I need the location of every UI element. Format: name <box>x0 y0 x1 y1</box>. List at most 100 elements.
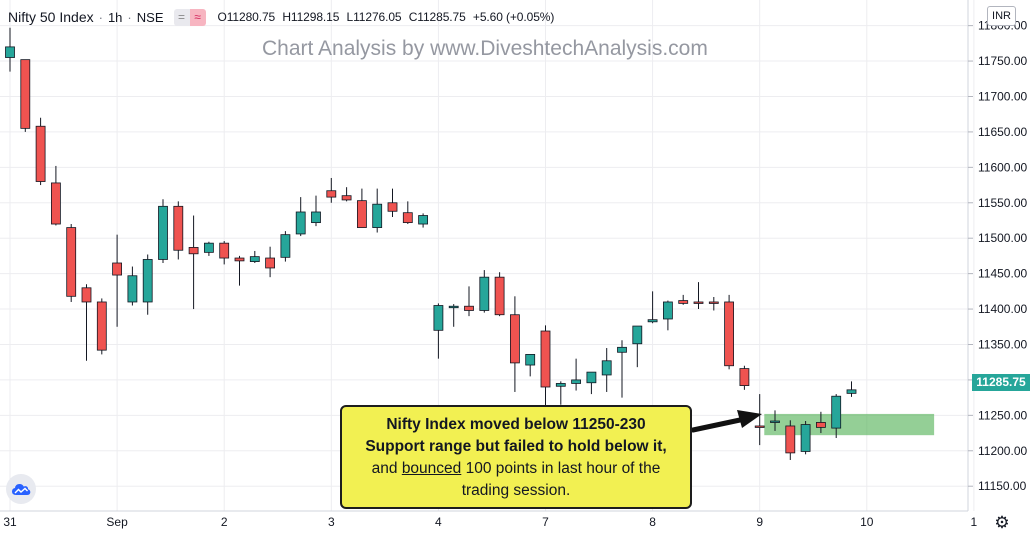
candle-body <box>265 257 276 269</box>
candle-body <box>479 276 490 311</box>
candle[interactable] <box>647 291 658 324</box>
candle-body <box>387 202 398 212</box>
candle[interactable] <box>173 201 184 260</box>
candle[interactable] <box>81 284 92 361</box>
candle-body <box>494 276 505 316</box>
exchange-label: NSE <box>136 9 164 25</box>
candle[interactable] <box>433 303 444 359</box>
candle[interactable] <box>51 165 61 226</box>
candle[interactable] <box>617 340 627 398</box>
candle[interactable] <box>494 272 505 317</box>
candle-body <box>66 227 77 297</box>
x-tick-label: 9 <box>756 515 763 529</box>
candle-body <box>326 190 337 198</box>
candle[interactable] <box>663 300 673 331</box>
y-tick-label: 11750.00 <box>978 54 1027 68</box>
separator-dot: · <box>98 9 103 25</box>
candle[interactable] <box>96 298 107 355</box>
candle-body <box>173 205 184 251</box>
candle[interactable] <box>219 241 230 265</box>
candle[interactable] <box>341 187 352 202</box>
candle-body <box>127 275 138 303</box>
candle[interactable] <box>402 201 413 225</box>
candle-body <box>693 301 704 304</box>
candle-body <box>234 257 245 262</box>
candle[interactable] <box>770 410 780 431</box>
annotation-callout[interactable]: Nifty Index moved below 11250-230 Suppor… <box>340 405 692 509</box>
candle[interactable] <box>66 224 77 302</box>
close-value: 11285.75 <box>417 10 466 24</box>
ohlc-values: O11280.75 H11298.15 L11276.05 C11285.75 … <box>218 10 559 24</box>
candle[interactable] <box>249 250 260 263</box>
candle-body <box>647 319 658 323</box>
candle-body <box>372 203 383 228</box>
candle[interactable] <box>5 27 15 72</box>
approx-icon[interactable]: ≈ <box>189 8 206 26</box>
candle[interactable] <box>464 286 474 317</box>
candle-body <box>770 420 780 423</box>
candle[interactable] <box>280 231 291 262</box>
candle[interactable] <box>708 297 719 311</box>
candle[interactable] <box>326 177 337 203</box>
equal-icon[interactable]: = <box>173 8 190 26</box>
candle[interactable] <box>739 365 750 390</box>
candle[interactable] <box>724 294 734 370</box>
candle[interactable] <box>816 411 826 434</box>
candle-body <box>617 346 627 353</box>
candle-body <box>356 200 367 228</box>
candle-body <box>586 371 597 384</box>
candle[interactable] <box>203 241 214 256</box>
candle[interactable] <box>754 394 765 446</box>
y-tick-label: 11500.00 <box>978 231 1027 245</box>
candle[interactable] <box>311 195 321 227</box>
candle[interactable] <box>387 188 398 217</box>
candle[interactable] <box>785 420 796 460</box>
candle[interactable] <box>35 117 46 186</box>
x-axis-ticks: 31 Sep 2 3 4 7 8 9 10 1 <box>3 515 977 529</box>
annotation-line-4: trading session. <box>461 482 571 499</box>
candle[interactable] <box>234 255 245 286</box>
candle[interactable] <box>479 270 490 313</box>
candle[interactable] <box>601 348 612 392</box>
candle-body <box>754 425 765 428</box>
candle[interactable] <box>693 282 704 310</box>
candle[interactable] <box>295 197 306 237</box>
annotation-line-3-suffix: 100 points in last hour of the <box>461 460 661 477</box>
candle[interactable] <box>127 266 138 306</box>
cloud-logo-icon[interactable] <box>6 474 36 504</box>
candle[interactable] <box>356 188 367 228</box>
candle[interactable] <box>555 381 566 405</box>
candle[interactable] <box>112 234 122 327</box>
currency-badge[interactable]: INR <box>987 6 1016 26</box>
candle[interactable] <box>418 213 429 228</box>
candle[interactable] <box>586 371 597 395</box>
candle-body <box>81 287 92 303</box>
gear-icon[interactable]: ⚙ <box>994 513 1010 532</box>
candle[interactable] <box>831 394 842 439</box>
candle[interactable] <box>142 254 153 315</box>
candle-body <box>448 305 459 309</box>
candle[interactable] <box>678 294 689 305</box>
candle[interactable] <box>372 188 383 233</box>
candle[interactable] <box>158 199 168 263</box>
candle-body <box>51 182 61 225</box>
symbol-name[interactable]: Nifty 50 Index <box>8 9 94 25</box>
candle[interactable] <box>20 59 31 132</box>
interval-label[interactable]: 1h <box>107 9 123 25</box>
candle-body <box>601 360 612 376</box>
candle[interactable] <box>800 421 811 455</box>
candle[interactable] <box>188 215 199 310</box>
candle[interactable] <box>632 325 643 368</box>
chart-legend-header: Nifty 50 Index · 1h · NSE = ≈ O11280.75 … <box>8 7 558 27</box>
candle-body <box>418 215 429 225</box>
chart-style-toggle[interactable]: = ≈ <box>173 8 206 26</box>
candle[interactable] <box>448 304 459 327</box>
candle-body <box>5 46 15 58</box>
candle[interactable] <box>846 381 857 397</box>
candle[interactable] <box>571 358 581 391</box>
candle[interactable] <box>265 246 276 278</box>
candle[interactable] <box>525 354 536 377</box>
candle[interactable] <box>509 296 520 392</box>
close-key: C <box>408 10 418 24</box>
